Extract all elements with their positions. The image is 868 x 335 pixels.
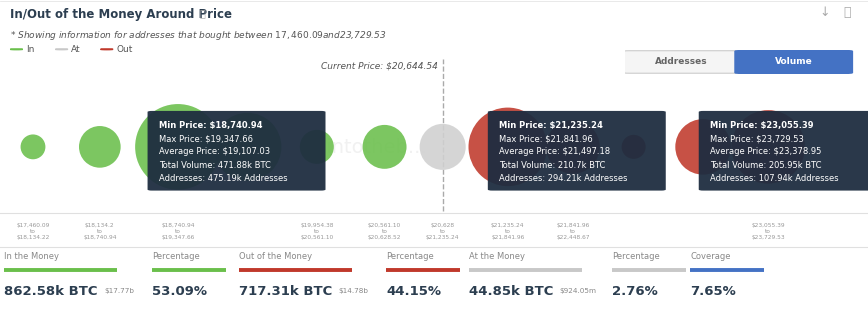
Circle shape <box>56 49 68 50</box>
Text: $14.78b: $14.78b <box>339 288 369 294</box>
Text: In the Money: In the Money <box>4 252 59 261</box>
Text: Addresses: Addresses <box>654 58 707 66</box>
Text: $17.77b: $17.77b <box>104 288 135 294</box>
Text: Max Price: $23,729.53: Max Price: $23,729.53 <box>710 134 804 143</box>
Text: Total Volume: 210.7k BTC: Total Volume: 210.7k BTC <box>499 161 606 170</box>
Text: Out of the Money: Out of the Money <box>239 252 312 261</box>
Text: $23,055.39
to
$23,729.53: $23,055.39 to $23,729.53 <box>752 223 785 240</box>
Text: $21,235.24
to
$21,841.96: $21,235.24 to $21,841.96 <box>491 223 524 240</box>
Text: Current Price: $20,644.54: Current Price: $20,644.54 <box>321 61 438 70</box>
Text: Total Volume: 205.95k BTC: Total Volume: 205.95k BTC <box>710 161 821 170</box>
Text: Total Volume: 471.88k BTC: Total Volume: 471.88k BTC <box>159 161 271 170</box>
Circle shape <box>10 49 23 50</box>
Point <box>310 144 324 149</box>
Text: ⤡: ⤡ <box>844 6 851 19</box>
Text: $17,460.09
to
$18,134.22: $17,460.09 to $18,134.22 <box>16 223 49 240</box>
Text: Coverage: Coverage <box>690 252 731 261</box>
Text: Average Price: $19,107.03: Average Price: $19,107.03 <box>159 147 270 156</box>
Text: $19,954.38
to
$20,561.10: $19,954.38 to $20,561.10 <box>300 223 333 240</box>
Point <box>627 144 641 149</box>
Text: Min Price: $18,740.94: Min Price: $18,740.94 <box>159 121 262 130</box>
Text: Average Price: $21,497.18: Average Price: $21,497.18 <box>499 147 610 156</box>
Text: $18,740.94
to
$19,347.66: $18,740.94 to $19,347.66 <box>161 223 194 240</box>
Text: $924.05m: $924.05m <box>560 288 597 294</box>
Text: Addresses: 107.94k Addresses: Addresses: 107.94k Addresses <box>710 174 838 183</box>
Text: Max Price: $21,841.96: Max Price: $21,841.96 <box>499 134 593 143</box>
Text: 53.09%: 53.09% <box>152 285 207 298</box>
Point <box>93 144 107 149</box>
Text: Percentage: Percentage <box>386 252 434 261</box>
Text: $21,841.96
to
$22,448.67: $21,841.96 to $22,448.67 <box>556 223 589 240</box>
FancyBboxPatch shape <box>488 111 666 191</box>
Point <box>696 144 710 149</box>
Point <box>501 144 515 149</box>
Text: Percentage: Percentage <box>152 252 200 261</box>
Text: At the Money: At the Money <box>469 252 525 261</box>
Point <box>26 144 40 149</box>
Text: Percentage: Percentage <box>612 252 660 261</box>
Text: 44.15%: 44.15% <box>386 285 441 298</box>
FancyBboxPatch shape <box>622 51 740 73</box>
Point <box>240 144 254 149</box>
Text: In/Out of the Money Around Price: In/Out of the Money Around Price <box>10 8 233 21</box>
Text: $20,561.10
to
$20,628.52: $20,561.10 to $20,628.52 <box>368 223 401 240</box>
Text: ⓘ: ⓘ <box>200 8 206 18</box>
Text: 7.65%: 7.65% <box>690 285 736 298</box>
Text: 717.31k BTC: 717.31k BTC <box>239 285 332 298</box>
Text: At: At <box>71 45 81 54</box>
Text: 44.85k BTC: 44.85k BTC <box>469 285 553 298</box>
Text: Min Price: $21,235.24: Min Price: $21,235.24 <box>499 121 603 130</box>
Text: Addresses: 294.21k Addresses: Addresses: 294.21k Addresses <box>499 174 628 183</box>
Point <box>566 144 580 149</box>
Text: 2.76%: 2.76% <box>612 285 658 298</box>
FancyBboxPatch shape <box>735 51 852 73</box>
Text: Max Price: $19,347.66: Max Price: $19,347.66 <box>159 134 253 143</box>
Text: 862.58k BTC: 862.58k BTC <box>4 285 98 298</box>
Text: $20,628
to
$21,235.24: $20,628 to $21,235.24 <box>426 223 459 240</box>
Point <box>171 144 185 149</box>
Circle shape <box>101 49 113 50</box>
FancyBboxPatch shape <box>148 111 326 191</box>
Text: * Showing information for addresses that bought between $17,460.09 and $23,729.5: * Showing information for addresses that… <box>10 29 387 43</box>
Text: Average Price: $23,378.95: Average Price: $23,378.95 <box>710 147 821 156</box>
Text: In: In <box>26 45 35 54</box>
Text: Min Price: $23,055.39: Min Price: $23,055.39 <box>710 121 813 130</box>
FancyBboxPatch shape <box>699 111 868 191</box>
Text: Out: Out <box>116 45 133 54</box>
Point <box>436 144 450 149</box>
Text: $18,134.2
to
$18,740.94: $18,134.2 to $18,740.94 <box>83 223 116 240</box>
Text: Volume: Volume <box>775 58 812 66</box>
Point <box>761 144 775 149</box>
Text: ⬡ intotheb...: ⬡ intotheb... <box>303 137 426 156</box>
Text: Addresses: 475.19k Addresses: Addresses: 475.19k Addresses <box>159 174 287 183</box>
Text: ↓: ↓ <box>819 6 830 19</box>
Point <box>378 144 391 149</box>
